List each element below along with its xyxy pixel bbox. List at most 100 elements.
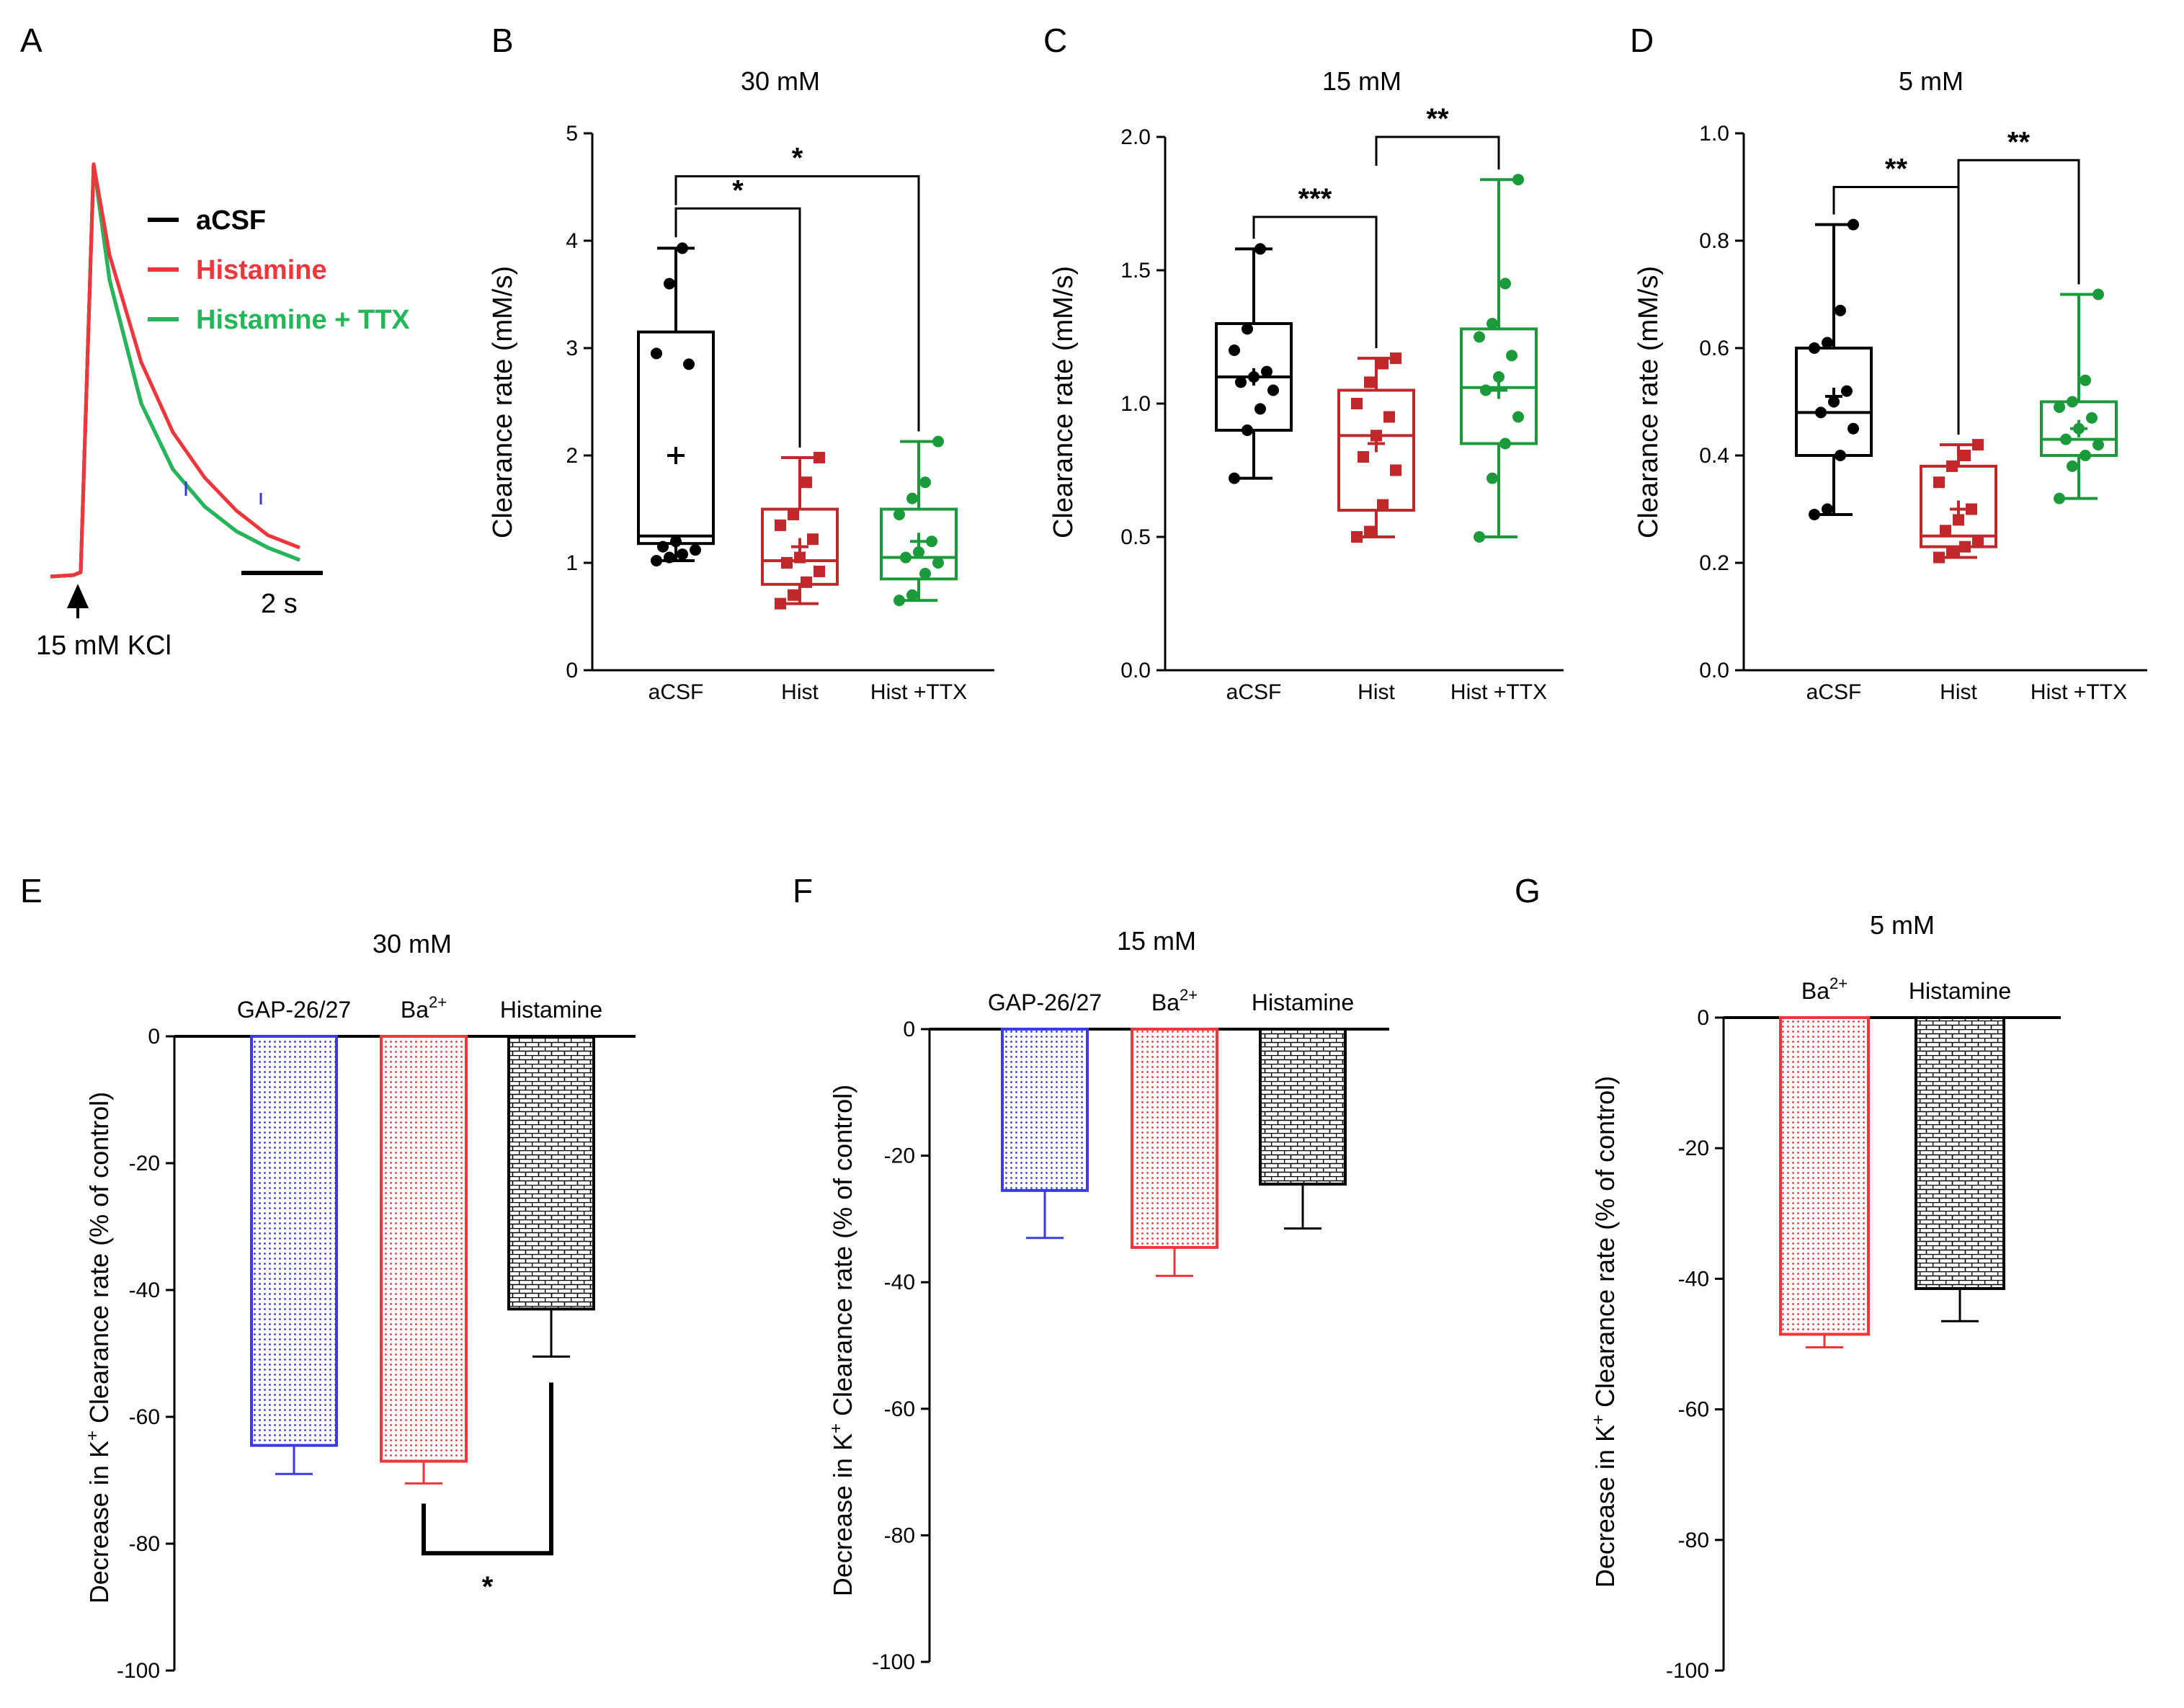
data-point: [1480, 384, 1492, 396]
category-main: Histamine: [1909, 978, 2011, 1004]
data-point: [1364, 376, 1376, 388]
y-tick-label: 0.4: [1699, 444, 1729, 468]
bar-ba2-: [1779, 1016, 1870, 1336]
mean-marker: [667, 447, 685, 464]
category-label: aCSF: [1226, 680, 1282, 704]
data-point: [1499, 277, 1511, 290]
data-point: [788, 508, 799, 520]
panel-label-d: D: [1630, 22, 1654, 59]
data-point: [2092, 439, 2104, 451]
panel-f-title: 15 mM: [1117, 926, 1196, 956]
data-point: [651, 555, 662, 567]
bar-ba2-: [380, 1035, 468, 1463]
y-tick-label: -100: [872, 1650, 915, 1674]
category-main: Histamine: [1252, 989, 1354, 1015]
trace-lines: [50, 162, 300, 579]
data-point: [1512, 174, 1524, 186]
significance-bracket: [1957, 159, 2080, 285]
mean-marker: [1950, 500, 1967, 518]
y-tick-label: 1.0: [1120, 392, 1151, 416]
data-point: [664, 551, 675, 564]
data-point: [1493, 371, 1505, 383]
panel-c-y-axis-label: Clearance rate (mM/s): [1048, 266, 1079, 538]
data-point: [2054, 492, 2065, 504]
y-tick-label: 0.6: [1699, 337, 1729, 360]
data-point: [814, 565, 825, 577]
y-tick-label: 0.2: [1699, 551, 1729, 575]
y-tick-label: 1.0: [1699, 122, 1729, 146]
data-point: [1848, 218, 1859, 231]
category-label: GAP-26/27: [988, 989, 1102, 1015]
data-point: [1933, 551, 1945, 564]
bar-histamine: [1915, 1016, 2005, 1290]
data-point: [1254, 403, 1266, 415]
panel-e-title: 30 mM: [373, 929, 452, 958]
ylabel-tail: Clearance rate (% of control): [828, 1085, 857, 1423]
category-label: Ba2+: [1151, 986, 1198, 1015]
y-tick-label: -20: [1678, 1137, 1709, 1160]
data-point: [807, 533, 819, 546]
category-main: Ba: [401, 997, 429, 1023]
panel-e-y-axis-label: Decrease in K+ Clearance rate (% of cont…: [83, 1092, 114, 1604]
data-point: [1953, 514, 1964, 526]
legend: aCSF Histamine Histamine + TTX: [148, 205, 410, 335]
data-point: [1815, 406, 1827, 419]
data-point: [1822, 337, 1833, 349]
y-tick-label: 0.5: [1120, 525, 1151, 549]
legend-label-histamine: Histamine: [196, 255, 327, 285]
data-point: [2067, 460, 2078, 472]
y-tick-label: -100: [117, 1659, 160, 1683]
y-tick-label: 2: [566, 444, 578, 468]
significance-label: **: [1426, 103, 1449, 135]
data-point: [2092, 288, 2104, 301]
significance-bracket: [1375, 135, 1500, 170]
panel-label-f: F: [793, 872, 813, 909]
category-main: Ba: [1801, 978, 1829, 1004]
category-label: aCSF: [1806, 680, 1862, 704]
panel-label-g: G: [1515, 872, 1541, 909]
data-point: [690, 544, 701, 556]
ylabel-main: Decrease in K: [1590, 1425, 1620, 1588]
panel-d-title: 5 mM: [1899, 66, 1964, 96]
data-point: [1835, 304, 1846, 316]
category-main: Ba: [1151, 989, 1180, 1015]
data-point: [2086, 412, 2098, 424]
category-label: aCSF: [648, 680, 704, 704]
data-point: [1261, 365, 1272, 378]
y-tick-label: -60: [884, 1397, 915, 1421]
category-label: Histamine: [1252, 989, 1354, 1015]
data-point: [1377, 357, 1389, 370]
y-tick-label: 0: [566, 659, 578, 682]
y-tick-label: -40: [1678, 1267, 1709, 1291]
data-point: [683, 358, 695, 370]
panel-c-boxplot: 15 mM Clearance rate (mM/s) 0.0 0.5 1.0 1.5…: [1048, 66, 1564, 704]
y-tick-label: -60: [1678, 1398, 1709, 1422]
box-hist: [1920, 464, 1997, 548]
mean-marker: [1825, 388, 1842, 406]
data-point: [788, 589, 799, 601]
data-point: [775, 597, 786, 610]
category-label: Hist: [781, 680, 819, 704]
data-point: [2080, 450, 2091, 461]
data-point: [670, 535, 682, 548]
data-point: [1242, 424, 1253, 436]
bar-gap-26-27: [250, 1035, 338, 1447]
data-point: [651, 347, 662, 360]
panel-label-c: C: [1043, 22, 1067, 59]
data-point: [664, 277, 675, 290]
category-main: GAP-26/27: [988, 989, 1102, 1015]
data-point: [906, 492, 918, 504]
panel-f-barchart: 15 mM Decrease in K+ Clearance rate (% o…: [826, 926, 1389, 1674]
category-sup: 2+: [1180, 986, 1198, 1004]
data-point: [1242, 323, 1253, 335]
data-point: [1512, 411, 1524, 423]
y-tick-label: 0.8: [1699, 229, 1729, 253]
panel-a-traces: aCSF Histamine Histamine + TTX 15 mM KCl…: [36, 162, 410, 661]
y-tick-label: -80: [129, 1532, 160, 1556]
data-point: [932, 557, 944, 569]
ylabel-sup: +: [1589, 1415, 1608, 1425]
panel-letters: A B C D E F G: [20, 22, 1654, 909]
data-point: [814, 451, 825, 463]
data-point: [2054, 401, 2065, 413]
data-point: [1940, 525, 1951, 537]
